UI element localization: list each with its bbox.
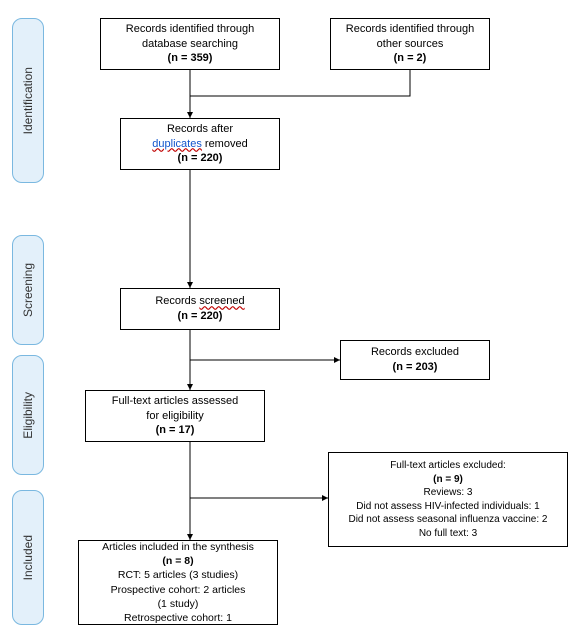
detail: Retrospective cohort: 1 <box>124 611 232 625</box>
n-label: (n = 359) <box>168 51 213 66</box>
stage-identification-text: Identification <box>21 67 35 134</box>
text: Records screened <box>155 294 244 309</box>
n-label: (n = 220) <box>178 309 223 324</box>
n-label: (n = 2) <box>394 51 427 66</box>
box-included-synthesis: Articles included in the synthesis (n = … <box>78 540 278 625</box>
detail: Prospective cohort: 2 articles <box>111 583 246 597</box>
text: for eligibility <box>146 409 203 424</box>
box-screened: Records screened (n = 220) <box>120 288 280 330</box>
n-label: (n = 8) <box>162 554 193 568</box>
n-label: (n = 203) <box>393 360 438 375</box>
n-label: (n = 9) <box>433 473 463 487</box>
stage-included-text: Included <box>21 535 35 580</box>
text: duplicates removed <box>152 137 247 152</box>
word-duplicates: duplicates <box>152 138 202 150</box>
box-fulltext-assessed: Full-text articles assessed for eligibil… <box>85 390 265 442</box>
stage-identification: Identification <box>12 18 44 183</box>
detail: RCT: 5 articles (3 studies) <box>118 568 238 582</box>
stage-screening-text: Screening <box>21 263 35 317</box>
detail: (1 study) <box>158 597 199 611</box>
text: Records <box>155 295 199 307</box>
stage-included: Included <box>12 490 44 625</box>
reason: Did not assess HIV-infected individuals:… <box>356 500 539 514</box>
text: Full-text articles excluded: <box>390 459 506 473</box>
text: Records after <box>167 122 233 137</box>
box-other-sources: Records identified through other sources… <box>330 18 490 70</box>
n-label: (n = 17) <box>156 423 195 438</box>
n-label: (n = 220) <box>178 151 223 166</box>
text: Records identified through <box>346 22 474 37</box>
text: database searching <box>142 37 238 52</box>
stage-eligibility: Eligibility <box>12 355 44 475</box>
text: Records identified through <box>126 22 254 37</box>
reason: Did not assess seasonal influenza vaccin… <box>348 513 547 527</box>
reason: No full text: 3 <box>419 527 477 541</box>
text: Articles included in the synthesis <box>102 540 254 554</box>
text: removed <box>202 138 248 150</box>
box-after-duplicates: Records after duplicates removed (n = 22… <box>120 118 280 170</box>
stage-eligibility-text: Eligibility <box>21 392 35 439</box>
word-screened: screened <box>199 295 244 307</box>
text: Full-text articles assessed <box>112 394 239 409</box>
reason: Reviews: 3 <box>424 486 473 500</box>
box-excluded-1: Records excluded (n = 203) <box>340 340 490 380</box>
box-db-search: Records identified through database sear… <box>100 18 280 70</box>
box-excluded-2: Full-text articles excluded: (n = 9) Rev… <box>328 452 568 547</box>
text: Records excluded <box>371 345 459 360</box>
stage-screening: Screening <box>12 235 44 345</box>
text: other sources <box>377 37 444 52</box>
